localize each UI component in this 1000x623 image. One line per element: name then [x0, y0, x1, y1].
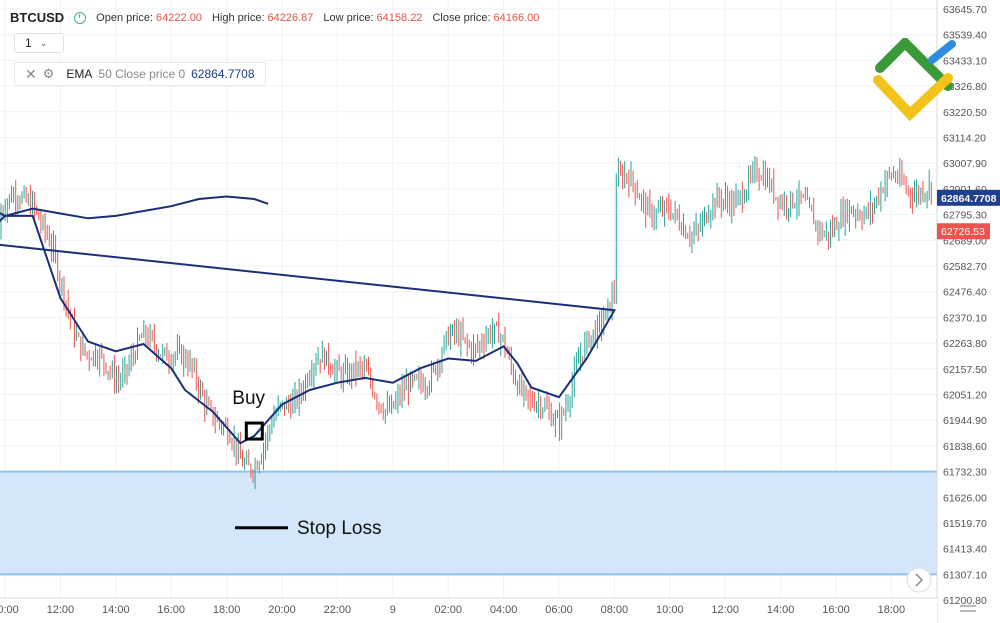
x-tick-label: 06:00: [545, 604, 573, 616]
y-tick-label: 62370.10: [943, 312, 987, 324]
y-tick-label: 63220.50: [943, 107, 987, 119]
y-tick-label: 61944.90: [943, 415, 987, 427]
indicator-legend[interactable]: ✕ ⚙ EMA 50 Close price 0 62864.7708: [14, 62, 266, 86]
y-tick-label: 62476.40: [943, 287, 987, 299]
close-icon[interactable]: ✕: [25, 65, 37, 82]
x-tick-label: 16:00: [822, 604, 850, 616]
close-price-value: 64166.00: [493, 11, 540, 24]
brand-logo: [873, 38, 956, 122]
high-price-label: High price:: [211, 11, 265, 24]
time-axis: [0, 598, 937, 623]
x-tick-label: 10:00: [656, 604, 684, 616]
x-tick-label: 20:00: [268, 604, 296, 616]
y-tick-label: 62795.30: [943, 210, 987, 222]
y-tick-label: 61413.40: [943, 544, 987, 556]
y-tick-label: 63114.20: [943, 133, 986, 145]
y-tick-label: 63326.80: [943, 81, 987, 93]
y-tick-label: 63007.90: [943, 158, 987, 170]
y-tick-label: 61626.00: [943, 492, 987, 504]
indicator-params: 50 Close price 0: [98, 67, 186, 81]
chevron-down-icon: ⌄: [39, 37, 48, 48]
y-tick-label: 61838.60: [943, 441, 987, 453]
interval-value: 1: [25, 36, 32, 50]
ema-price-tag: [937, 189, 1000, 206]
x-tick-label: 22:00: [324, 604, 352, 616]
x-tick-label: 18:00: [213, 604, 241, 616]
y-tick-label: 61519.70: [943, 518, 987, 530]
high-price-value: 64226.87: [267, 11, 314, 24]
x-tick-label: 14:00: [767, 604, 795, 616]
open-price-value: 64222.00: [156, 11, 202, 24]
x-tick-label: 18:00: [878, 604, 906, 616]
indicator-value: 62864.7708: [191, 67, 255, 81]
chevron-right-icon: [915, 573, 924, 587]
buy-label: Buy: [232, 388, 265, 409]
y-tick-label: 62582.70: [943, 261, 987, 273]
y-tick-label: 61200.80: [943, 595, 987, 607]
stop-zone: [0, 471, 937, 575]
y-tick-label: 63433.10: [943, 55, 987, 67]
last-price-tag: [937, 223, 990, 240]
x-tick-label: 14:00: [102, 604, 130, 616]
y-tick-label: 62263.80: [943, 338, 987, 350]
interval-select[interactable]: 1 ⌄: [14, 33, 64, 53]
y-tick-label: 61307.10: [943, 569, 987, 581]
x-tick-label: 08:00: [601, 604, 629, 616]
close-price-label: Close price:: [432, 11, 491, 24]
y-tick-label: 61732.30: [943, 467, 987, 479]
open-price-label: Open price:: [96, 11, 154, 24]
x-tick-label: 12:00: [711, 604, 739, 616]
x-tick-label: 16:00: [157, 604, 185, 616]
indicator-name: EMA: [66, 67, 93, 81]
low-price-value: 64158.22: [376, 11, 423, 24]
x-tick-label: 04:00: [490, 604, 518, 616]
price-axis: [937, 0, 1000, 623]
gear-icon[interactable]: ⚙: [42, 66, 55, 81]
stop-loss-label: Stop Loss: [297, 518, 382, 539]
y-tick-label: 62051.20: [943, 390, 987, 402]
clock-icon: [74, 11, 87, 24]
symbol-name[interactable]: BTCUSD: [10, 10, 65, 25]
y-tick-label: 63539.40: [943, 30, 987, 42]
last-price-tag-text: 62726.53: [941, 226, 985, 238]
x-tick-label: 9: [390, 604, 396, 616]
scroll-right-button[interactable]: [906, 567, 932, 593]
ema-line: [0, 195, 617, 445]
low-price-label: Low price:: [323, 11, 374, 24]
x-tick-label: 02:00: [434, 604, 462, 616]
chart-header: BTCUSD Open price: 64222.00 High price: 64…: [10, 10, 539, 25]
ema-price-tag-text: 62864.7708: [941, 193, 997, 205]
y-tick-label: 62157.50: [943, 364, 987, 376]
y-tick-label: 63645.70: [943, 4, 987, 16]
x-tick-label: 10:00: [0, 604, 19, 616]
buy-marker: [244, 421, 264, 441]
x-tick-label: 12:00: [47, 604, 75, 616]
